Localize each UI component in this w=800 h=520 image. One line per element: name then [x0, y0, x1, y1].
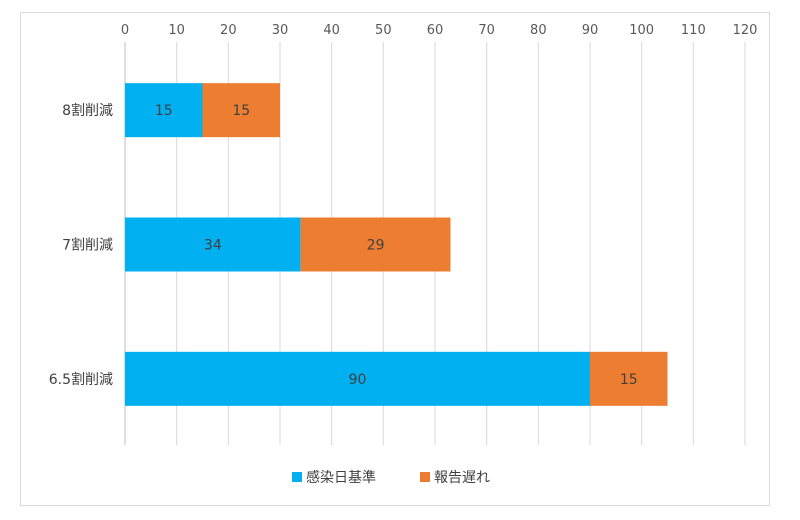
bar-report-delay — [590, 351, 668, 406]
category-label: 7割削減 — [62, 237, 113, 254]
x-tick-label: 80 — [530, 23, 547, 38]
data-label: 15 — [620, 372, 638, 388]
data-label: 90 — [349, 372, 367, 388]
x-tick-label: 10 — [168, 23, 185, 38]
data-label: 15 — [155, 103, 173, 119]
bars: 15 15 34 29 90 15 — [125, 83, 668, 406]
data-label: 15 — [232, 103, 250, 119]
bar-report-delay — [202, 83, 280, 138]
bar-infection-date — [125, 83, 203, 138]
bar-report-delay — [300, 217, 451, 272]
category-label: 8割削減 — [62, 102, 113, 119]
x-tick-label: 60 — [427, 23, 444, 38]
x-tick-label: 120 — [733, 23, 758, 38]
legend-swatch — [420, 472, 430, 482]
legend-label: 報告遅れ — [434, 470, 490, 486]
x-tick-label: 20 — [220, 23, 237, 38]
x-tick-label: 110 — [681, 23, 706, 38]
bar-infection-date — [125, 217, 301, 272]
legend-swatch — [292, 472, 302, 482]
bar-infection-date — [125, 351, 590, 406]
x-tick-label: 40 — [323, 23, 340, 38]
legend: 感染日基準 報告遅れ — [292, 469, 490, 486]
x-tick-label: 50 — [375, 23, 392, 38]
x-tick-label: 90 — [582, 23, 599, 38]
data-label: 29 — [367, 238, 385, 254]
x-tick-label: 0 — [121, 23, 129, 38]
category-labels: 8割削減 7割削減 6.5割削減 — [49, 102, 113, 388]
x-tick-label: 70 — [478, 23, 495, 38]
x-tick-label: 100 — [629, 23, 654, 38]
legend-label: 感染日基準 — [306, 469, 376, 486]
x-axis-ticks: 0 10 20 30 40 50 60 70 80 90 100 110 120 — [121, 23, 758, 38]
x-tick-label: 30 — [272, 23, 289, 38]
category-label: 6.5割削減 — [49, 371, 113, 388]
data-label: 34 — [204, 238, 222, 254]
